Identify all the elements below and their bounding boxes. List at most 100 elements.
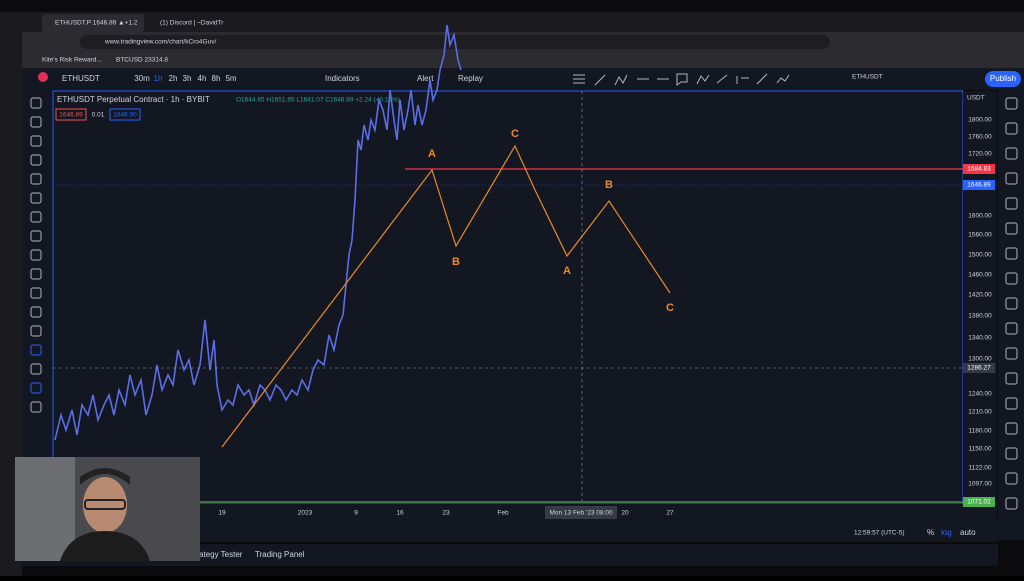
tool-icon[interactable]	[30, 249, 42, 261]
url[interactable]: www.tradingview.com/chart/kCro4Guv/	[104, 39, 216, 46]
price-label: 1340.00	[968, 335, 992, 342]
interval[interactable]: 2h	[169, 74, 178, 83]
time-axis	[53, 504, 997, 520]
time-label: 9	[354, 510, 358, 517]
side-icon[interactable]	[1005, 372, 1018, 385]
webcam-overlay	[15, 457, 200, 561]
tool-icon[interactable]	[30, 211, 42, 223]
price-candles	[54, 24, 462, 441]
tool-icon[interactable]	[30, 230, 42, 242]
avatar[interactable]	[38, 72, 48, 82]
crosshair-time: Mon 13 Feb '23 08:00	[549, 510, 612, 517]
side-icon[interactable]	[1005, 297, 1018, 310]
bookmark[interactable]: BTCUSD 23314.8	[116, 57, 168, 64]
side-icon[interactable]	[1005, 272, 1018, 285]
currency: USDT	[967, 95, 985, 102]
tool-icon[interactable]	[30, 325, 42, 337]
side-icon[interactable]	[1005, 122, 1018, 135]
tool-icon[interactable]	[30, 382, 42, 394]
symbol[interactable]: ETHUSDT	[62, 74, 100, 83]
tool-icon[interactable]	[30, 306, 42, 318]
side-icon[interactable]	[1005, 347, 1018, 360]
price-label: 1560.00	[968, 232, 992, 239]
side-icon[interactable]	[1005, 422, 1018, 435]
wave-label: B	[605, 179, 613, 191]
panel-tab[interactable]: ategy Tester	[199, 550, 243, 559]
side-icon[interactable]	[1005, 447, 1018, 460]
side-icon[interactable]	[1005, 222, 1018, 235]
log-toggle[interactable]: log	[941, 528, 952, 537]
price-label: 1460.00	[968, 272, 992, 279]
publish-label[interactable]: Publish	[990, 74, 1016, 83]
spread: 0.01	[92, 112, 105, 119]
elliott-wave[interactable]	[221, 144, 536, 448]
tool-icon[interactable]	[30, 97, 42, 109]
bookmark[interactable]: Kite's Risk Reward...	[42, 57, 102, 64]
interval[interactable]: 8h	[212, 74, 221, 83]
chart-title: ETHUSDT Perpetual Contract · 1h · BYBIT	[57, 95, 210, 104]
price-label: 1150.00	[968, 446, 991, 453]
watch-symbol[interactable]: ETHUSDT	[852, 74, 883, 81]
time-label: 27	[666, 510, 674, 517]
side-icon[interactable]	[1005, 172, 1018, 185]
alert-button[interactable]: Alert	[417, 74, 434, 83]
price-tag	[963, 497, 995, 507]
percent-toggle[interactable]: %	[927, 528, 934, 537]
sell-box[interactable]	[55, 108, 87, 121]
tool-icon[interactable]	[30, 287, 42, 299]
right-toolbar	[998, 90, 1024, 540]
tab-title[interactable]: (1) Discord | ~DavidTr	[160, 20, 224, 27]
tool-icon[interactable]	[30, 268, 42, 280]
side-icon[interactable]	[1005, 472, 1018, 485]
tool-icon[interactable]	[30, 344, 42, 356]
ask[interactable]: 1646.90	[113, 112, 137, 119]
price-label: 1600.00	[968, 213, 992, 220]
tool-icon[interactable]	[30, 401, 42, 413]
interval[interactable]: 30m	[134, 74, 150, 83]
time-label: 2023	[298, 510, 313, 517]
interval[interactable]: 1h	[154, 74, 163, 83]
wave-label: C	[511, 128, 519, 140]
chart-pane[interactable]	[52, 90, 964, 505]
interval[interactable]: 4h	[198, 74, 207, 83]
interval[interactable]: 5m	[225, 74, 236, 83]
tool-icon[interactable]	[30, 116, 42, 128]
price-tag	[963, 180, 995, 190]
publish-button[interactable]	[985, 71, 1021, 87]
drawing-tools[interactable]	[573, 73, 790, 86]
time-label: 23	[442, 510, 450, 517]
price-axis	[963, 91, 997, 504]
tool-icon[interactable]	[30, 192, 42, 204]
bid[interactable]: 1646.89	[59, 112, 83, 119]
side-icon[interactable]	[1005, 322, 1018, 335]
wave-projection[interactable]	[534, 189, 671, 294]
bottom-bar	[22, 520, 998, 542]
side-icon[interactable]	[1005, 197, 1018, 210]
side-icon[interactable]	[1005, 497, 1018, 510]
tab-title[interactable]: ETHUSDT.P 1646.89 ▲+1.2	[55, 20, 138, 27]
auto-toggle[interactable]: auto	[960, 528, 976, 537]
price-label: 1420.00	[968, 292, 992, 299]
wave-label: A	[563, 265, 571, 277]
tool-icon[interactable]	[30, 135, 42, 147]
price-tag	[963, 164, 995, 174]
bookmarks-bar	[22, 52, 1024, 68]
side-icon[interactable]	[1005, 147, 1018, 160]
indicators-button[interactable]: Indicators	[325, 74, 360, 83]
side-icon[interactable]	[1005, 247, 1018, 260]
interval[interactable]: 3h	[183, 74, 192, 83]
tool-icon[interactable]	[30, 363, 42, 375]
side-icon[interactable]	[1005, 97, 1018, 110]
tool-icon[interactable]	[30, 154, 42, 166]
tool-icon[interactable]	[30, 173, 42, 185]
tab-active[interactable]	[42, 14, 144, 32]
panel-bar	[22, 544, 998, 566]
price-label: 1240.00	[968, 391, 992, 398]
replay-button[interactable]: Replay	[458, 74, 483, 83]
buy-box[interactable]	[109, 108, 141, 121]
ohlc: O1644.65 H1651.65 L1641.07 C1646.89 +2.2…	[236, 97, 400, 104]
side-icon[interactable]	[1005, 397, 1018, 410]
panel-tab[interactable]: Trading Panel	[255, 550, 305, 559]
price-label: 1180.00	[968, 428, 991, 435]
